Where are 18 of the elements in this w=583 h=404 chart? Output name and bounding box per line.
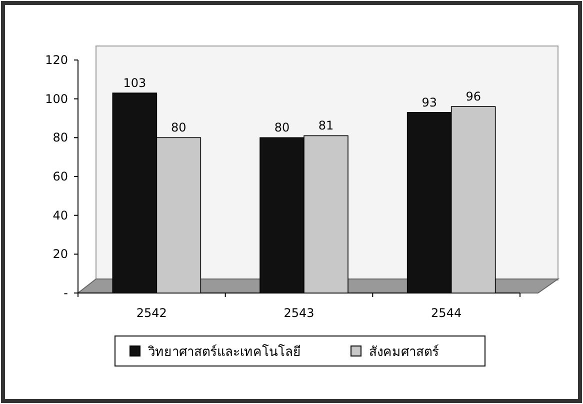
y-tick-label: 120	[45, 53, 68, 67]
x-tick-label: 2542	[136, 306, 167, 320]
y-tick-label: 40	[52, 208, 68, 222]
data-label: 93	[422, 95, 437, 110]
legend-label: วิทยาศาสตร์และเทคโนโลยี	[147, 344, 301, 360]
y-tick-label: 80	[52, 130, 68, 145]
data-label: 96	[466, 90, 481, 104]
data-label: 80	[274, 120, 290, 135]
data-label: 103	[123, 76, 146, 90]
legend-label: สังคมศาสตร์	[369, 344, 439, 360]
y-tick-label: 20	[52, 247, 68, 262]
y-tick-label: 100	[45, 92, 68, 106]
x-tick-label: 2543	[284, 306, 314, 320]
data-label: 80	[171, 120, 186, 135]
y-tick-label: 60	[52, 170, 68, 184]
data-label: 81	[318, 118, 334, 133]
x-tick-label: 2544	[431, 306, 462, 320]
y-tick-label: -	[64, 286, 68, 300]
